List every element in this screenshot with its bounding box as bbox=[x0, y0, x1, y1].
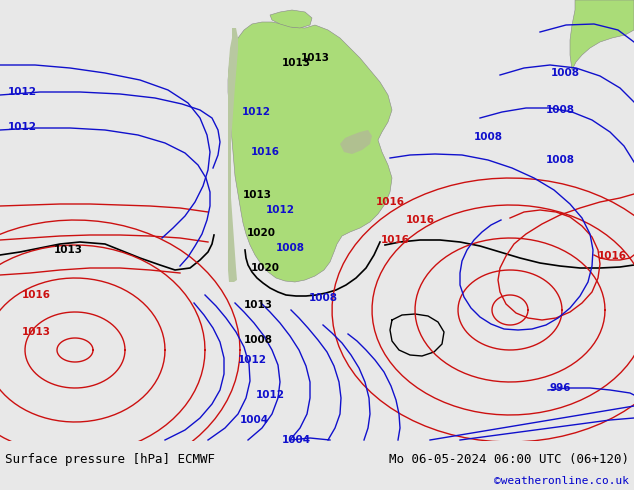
Text: 1008: 1008 bbox=[474, 132, 503, 142]
Text: 1013: 1013 bbox=[243, 300, 273, 310]
Text: 1016: 1016 bbox=[22, 290, 51, 300]
Text: 1013: 1013 bbox=[53, 245, 82, 255]
Text: 1020: 1020 bbox=[247, 228, 276, 238]
Text: 1016: 1016 bbox=[406, 215, 434, 225]
Polygon shape bbox=[340, 130, 372, 154]
Text: Mo 06-05-2024 06:00 UTC (06+120): Mo 06-05-2024 06:00 UTC (06+120) bbox=[389, 453, 629, 466]
Text: 1016: 1016 bbox=[380, 235, 410, 245]
Polygon shape bbox=[570, 0, 634, 70]
Text: 1016: 1016 bbox=[250, 147, 280, 157]
Text: 1013: 1013 bbox=[301, 53, 330, 63]
Text: 1012: 1012 bbox=[238, 355, 266, 365]
Text: 1008: 1008 bbox=[243, 335, 273, 345]
Text: 1013: 1013 bbox=[242, 190, 271, 200]
Text: 1008: 1008 bbox=[550, 68, 579, 78]
Text: 1004: 1004 bbox=[281, 435, 311, 445]
Text: 1012: 1012 bbox=[8, 122, 37, 132]
Text: 1004: 1004 bbox=[240, 415, 269, 425]
Text: ©weatheronline.co.uk: ©weatheronline.co.uk bbox=[494, 476, 629, 486]
Text: 1008: 1008 bbox=[545, 105, 574, 115]
Text: 1008: 1008 bbox=[276, 243, 304, 253]
Polygon shape bbox=[228, 28, 238, 282]
Text: 1013: 1013 bbox=[281, 58, 311, 68]
Text: 1008: 1008 bbox=[545, 155, 574, 165]
Text: 1012: 1012 bbox=[266, 205, 295, 215]
Text: 1016: 1016 bbox=[597, 251, 626, 261]
Text: 1016: 1016 bbox=[375, 197, 404, 207]
Polygon shape bbox=[228, 22, 392, 282]
Text: 1012: 1012 bbox=[256, 390, 285, 400]
Text: Surface pressure [hPa] ECMWF: Surface pressure [hPa] ECMWF bbox=[5, 453, 215, 466]
Text: 1013: 1013 bbox=[22, 327, 51, 337]
Text: 1008: 1008 bbox=[309, 293, 337, 303]
Text: 1012: 1012 bbox=[242, 107, 271, 117]
Polygon shape bbox=[270, 10, 312, 28]
Text: 1012: 1012 bbox=[8, 87, 37, 97]
Text: 996: 996 bbox=[549, 383, 571, 393]
Text: 1020: 1020 bbox=[250, 263, 280, 273]
